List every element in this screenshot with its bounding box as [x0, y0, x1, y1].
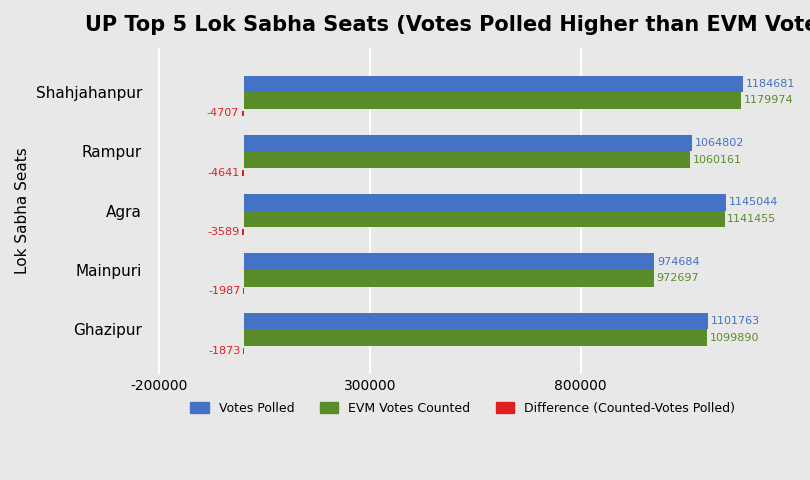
Bar — [244, 312, 708, 329]
Text: -4641: -4641 — [207, 168, 239, 178]
Bar — [244, 135, 693, 151]
Legend: Votes Polled, EVM Votes Counted, Difference (Counted-Votes Polled): Votes Polled, EVM Votes Counted, Differe… — [185, 396, 740, 420]
Text: 1064802: 1064802 — [695, 138, 744, 148]
Bar — [244, 211, 725, 228]
Y-axis label: Lok Sabha Seats: Lok Sabha Seats — [15, 147, 30, 274]
Text: 972697: 972697 — [656, 273, 699, 283]
Bar — [244, 151, 690, 168]
Bar — [244, 194, 727, 211]
Bar — [244, 270, 654, 287]
Text: -1873: -1873 — [208, 346, 241, 356]
Text: -1987: -1987 — [208, 286, 241, 296]
Bar — [244, 92, 741, 109]
Text: -4707: -4707 — [207, 108, 239, 119]
Text: -3589: -3589 — [207, 227, 240, 237]
Text: 1099890: 1099890 — [710, 333, 759, 343]
Bar — [242, 229, 244, 235]
Text: 1179974: 1179974 — [744, 96, 793, 106]
Text: 1141455: 1141455 — [727, 214, 777, 224]
Bar — [241, 110, 244, 117]
Bar — [243, 288, 244, 294]
Text: 1101763: 1101763 — [710, 316, 760, 326]
Bar — [244, 75, 743, 92]
Bar — [244, 253, 654, 270]
Text: 974684: 974684 — [657, 257, 700, 267]
Title: UP Top 5 Lok Sabha Seats (Votes Polled Higher than EVM Votes): UP Top 5 Lok Sabha Seats (Votes Polled H… — [85, 15, 810, 35]
Text: 1145044: 1145044 — [729, 197, 778, 207]
Text: 1060161: 1060161 — [693, 155, 742, 165]
Bar — [241, 170, 244, 176]
Bar — [244, 329, 707, 346]
Text: 1184681: 1184681 — [745, 79, 795, 89]
